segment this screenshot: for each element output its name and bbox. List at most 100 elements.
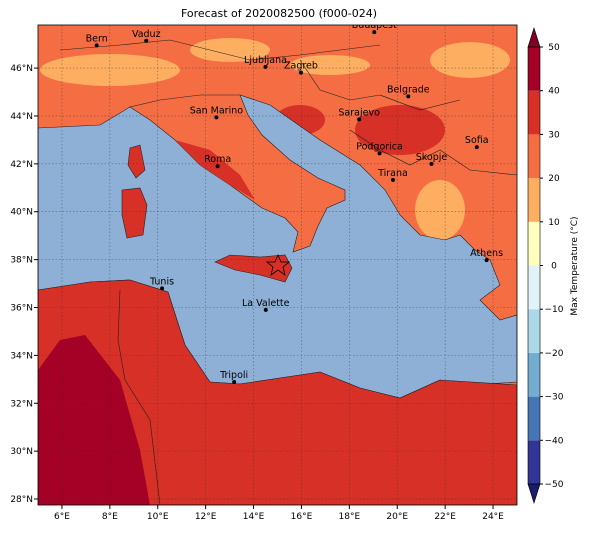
y-tick-label: 38°N (10, 256, 33, 266)
colorbar-tick-label: −30 (545, 393, 564, 403)
city-marker (94, 43, 99, 48)
sardinia (121, 187, 148, 239)
colorbar-band (528, 440, 540, 484)
border (59, 39, 381, 61)
city-marker (232, 379, 237, 384)
city-label: Bern (86, 33, 108, 44)
city-label: Athens (470, 248, 503, 259)
city-marker (160, 286, 165, 291)
city-label: Tripoli (219, 370, 248, 381)
colorbar-tick-label: −50 (545, 480, 564, 490)
highland (40, 54, 180, 86)
title: Forecast of 2020082500 (f000-024) (181, 7, 377, 20)
x-tick-label: 12°E (195, 512, 217, 522)
x-tick-label: 10°E (147, 512, 169, 522)
grid (38, 25, 517, 505)
y-tick-label: 28°N (10, 495, 33, 505)
y-tick-label: 46°N (10, 64, 33, 74)
y-tick-label: 30°N (10, 447, 33, 457)
very-hot-area (38, 335, 150, 505)
colorbar-tick-label: 30 (548, 130, 560, 140)
colorbar-tick-label: 20 (548, 174, 560, 184)
colorbar-tick-label: 0 (551, 262, 557, 272)
city-label: Sofia (465, 135, 489, 146)
city-label: Vaduz (132, 29, 161, 40)
axes: 6°E 8°E 10°E 12°E 14°E 16°E 18°E 20°E 22°E 24°E 28… (10, 64, 504, 522)
city-label: Zagreb (284, 61, 318, 72)
colorbar-band (528, 178, 540, 222)
city-label: San Marino (190, 105, 243, 116)
colorbar-label: Max Temperature (°C) (570, 216, 580, 315)
city-marker (390, 177, 395, 182)
highland (290, 55, 370, 75)
city-marker (263, 307, 268, 312)
highland (415, 180, 465, 240)
colorbar-tick-label: 10 (548, 218, 560, 228)
x-tick-label: 18°E (339, 512, 361, 522)
city-label: La Valette (242, 298, 290, 309)
map-frame (37, 24, 518, 506)
city-marker (474, 145, 479, 150)
x-tick-label: 14°E (243, 512, 265, 522)
colorbar-tick-label: −40 (545, 436, 564, 446)
colorbar-tick-label: −10 (545, 305, 564, 315)
y-tick-label: 32°N (10, 399, 33, 409)
colorbar-band (528, 47, 540, 91)
x-tick-label: 20°E (386, 512, 408, 522)
colorbar-tick-label: 40 (548, 87, 560, 97)
y-tick-label: 42°N (10, 160, 33, 170)
highland (190, 38, 270, 62)
city-marker (215, 164, 220, 169)
marker-star (265, 253, 291, 276)
city-marker (263, 64, 268, 69)
x-tick-label: 8°E (102, 512, 118, 522)
x-tick-label: 24°E (482, 512, 504, 522)
city-marker (429, 161, 434, 166)
colorbar-extend (527, 27, 541, 48)
city-marker (214, 115, 219, 120)
border (299, 59, 461, 111)
colorbar-band (528, 352, 540, 397)
hot-area (355, 105, 445, 155)
city-marker (144, 38, 149, 43)
city-label: Tirana (377, 168, 408, 179)
city-label: Belgrade (387, 84, 430, 95)
colorbar-band (528, 90, 540, 135)
colorbar-tick-label: −20 (545, 349, 564, 359)
highland (430, 42, 510, 78)
x-tick-label: 22°E (434, 512, 456, 522)
colorbar-extend (527, 483, 541, 504)
colorbar-band (528, 396, 540, 441)
colorbar-band (528, 309, 540, 353)
city-marker (484, 258, 489, 263)
corsica (127, 144, 146, 179)
city-marker (372, 30, 377, 35)
city-label: Ljubljana (244, 55, 287, 66)
city-marker (298, 70, 303, 75)
colorbar-band (528, 221, 540, 266)
city-label: Budapest (352, 20, 397, 31)
border (349, 129, 517, 176)
city-marker (406, 94, 411, 99)
city-label: Skopje (416, 152, 448, 163)
y-tick-label: 36°N (10, 303, 33, 313)
y-tick-label: 44°N (10, 112, 33, 122)
city-label: Roma (204, 154, 231, 165)
city-label: Podgorica (356, 141, 403, 152)
city-marker (377, 151, 382, 156)
hot-area (175, 140, 255, 200)
colorbar-tick-label: 50 (548, 43, 560, 53)
city-label: Sarajevo (338, 107, 380, 118)
colorbar-band (528, 134, 540, 179)
colorbar-band (528, 265, 540, 310)
colorbar: −50 −40 −30 −20 −10 0 10 20 30 40 50 (527, 27, 564, 504)
border (117, 289, 161, 505)
city-label: Tunis (149, 276, 174, 287)
city-marker (357, 117, 362, 122)
y-tick-label: 40°N (10, 208, 33, 218)
y-tick-label: 34°N (10, 351, 33, 361)
x-tick-label: 6°E (54, 512, 70, 522)
